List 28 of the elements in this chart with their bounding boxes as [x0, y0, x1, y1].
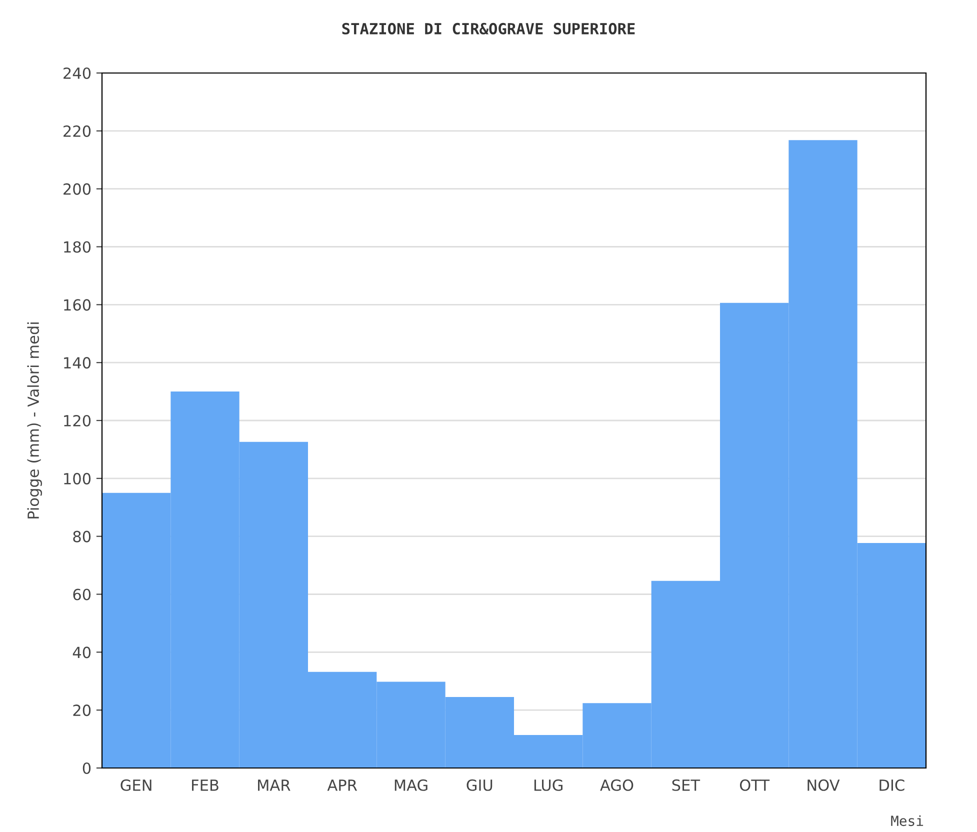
- x-tick-label: AGO: [600, 779, 634, 791]
- y-tick-label: 0: [82, 762, 91, 774]
- y-tick-label: 20: [73, 704, 91, 716]
- y-axis-title: Piogge (mm) - Valori medi: [27, 322, 42, 518]
- x-tick-label: GIU: [466, 779, 492, 791]
- y-tick-label: 100: [64, 472, 91, 484]
- y-tick-label: 220: [64, 125, 91, 137]
- x-tick-label: MAR: [258, 780, 290, 791]
- x-tick-label: OTT: [740, 779, 770, 791]
- x-tick-label: FEB: [192, 780, 218, 791]
- y-tick-label: 40: [72, 646, 91, 658]
- y-tick-label: 120: [64, 414, 91, 427]
- x-tick-label: APR: [327, 780, 358, 791]
- y-tick-label: 180: [64, 241, 91, 253]
- x-tick-label: LUG: [534, 779, 562, 791]
- y-tick-label: 140: [64, 357, 91, 369]
- y-tick-label: 240: [64, 67, 91, 80]
- x-axis-title: Mesi: [891, 815, 924, 826]
- x-tick-label: GEN: [120, 779, 152, 791]
- y-tick-label: 80: [73, 530, 91, 542]
- x-tick-label: NOV: [808, 779, 840, 791]
- y-tick-label: 60: [73, 588, 91, 600]
- x-tick-label: MAG: [394, 779, 428, 791]
- x-tick-label: SET: [672, 779, 700, 791]
- y-tick-label: 200: [64, 183, 91, 195]
- chart-title: STAZIONE DI CIR&OGRAVE SUPERIORE: [342, 22, 635, 34]
- x-tick-label: DIC: [880, 779, 904, 791]
- y-tick-label: 160: [64, 299, 91, 311]
